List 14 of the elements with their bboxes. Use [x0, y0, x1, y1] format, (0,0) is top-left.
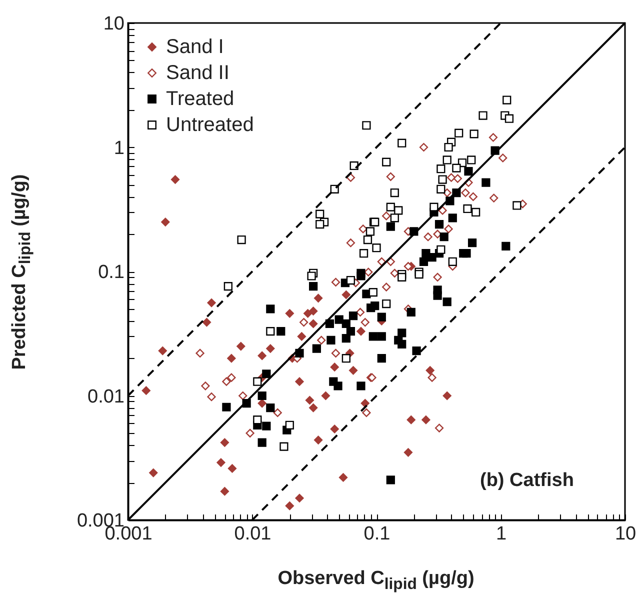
legend-label: Untreated — [166, 114, 254, 136]
legend-label: Treated — [166, 88, 234, 110]
x-tick-label: 10 — [614, 524, 636, 544]
legend-label: Sand II — [166, 62, 230, 84]
annotation: (b) Catfish — [480, 470, 574, 492]
x-axis-title: Observed C$_{lipid}$ (µg/g) — [278, 568, 474, 594]
y-tick-label: 0.1 — [98, 262, 124, 283]
x-tick-label: 0.01 — [234, 524, 272, 544]
x-tick-label: 0.1 — [364, 524, 390, 544]
y-tick-label: 1 — [114, 138, 124, 159]
y-tick-label: 10 — [103, 14, 124, 34]
legend-label: Sand I — [166, 36, 224, 58]
x-tick-label: 1 — [496, 524, 507, 544]
y-tick-label: 0.01 — [88, 386, 124, 408]
